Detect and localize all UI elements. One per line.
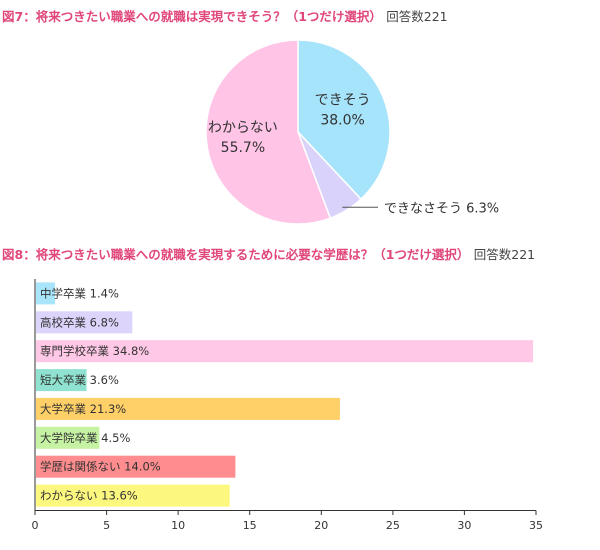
- x-tick-label-2: 10: [171, 519, 185, 532]
- bar-label-2: 専門学校卒業 34.8%: [40, 344, 149, 358]
- bar-label-7: わからない 13.6%: [40, 489, 138, 503]
- bar-1: [36, 311, 133, 334]
- bar-0: [36, 282, 55, 305]
- pie-label-2: わからない: [208, 120, 278, 136]
- figure-7-title: 図7：将来つきたい職業への就職は実現できそう？（1つだけ選択） 回答数221: [2, 6, 448, 25]
- figure-7-question: 将来つきたい職業への就職は実現できそう？（1つだけ選択）: [35, 9, 382, 24]
- bar-label-0: 中学卒業 1.4%: [40, 286, 119, 300]
- bar-label-1: 高校卒業 6.8%: [40, 315, 119, 329]
- pie-outline: [205, 39, 391, 225]
- figure-7-number: 図7：: [2, 9, 36, 24]
- x-tick-label-7: 35: [529, 519, 543, 532]
- bar-label-3: 短大卒業 3.6%: [40, 373, 119, 387]
- x-tick-label-4: 20: [314, 519, 328, 532]
- bar-4: [36, 397, 340, 420]
- bar-6: [36, 455, 236, 478]
- bar-5: [36, 426, 100, 449]
- bar-label-5: 大学院卒業 4.5%: [40, 431, 130, 445]
- pie-chart: できそう 38.0% わからない 55.7% できなさそう 6.3%: [205, 39, 499, 225]
- x-tick-label-3: 15: [243, 519, 257, 532]
- x-tick-label-0: 0: [32, 519, 39, 532]
- pie-label-0: できそう: [315, 92, 371, 108]
- x-tick-label-6: 30: [457, 519, 471, 532]
- pie-label-1: できなさそう 6.3%: [384, 201, 499, 216]
- figure-8-title: 図8：将来つきたい職業への就職を実現するために必要な学歴は？（1つだけ選択） 回…: [2, 244, 535, 263]
- bar-label-6: 学歴は関係ない 14.0%: [40, 460, 161, 474]
- pie-value-0: 38.0%: [320, 112, 364, 128]
- bar-7: [36, 484, 230, 507]
- figure-7-response-count: 回答数221: [386, 9, 448, 24]
- bar-3: [36, 369, 87, 392]
- bar-2: [36, 340, 534, 363]
- x-tick-label-1: 5: [103, 519, 110, 532]
- pie-value-2: 55.7%: [221, 140, 265, 156]
- bar-label-4: 大学卒業 21.3%: [40, 402, 126, 416]
- figure-8-response-count: 回答数221: [473, 247, 536, 262]
- x-tick-label-5: 25: [386, 519, 400, 532]
- bar-chart: 中学卒業 1.4% 高校卒業 6.8% 専門学校卒業 34.8% 短大卒業 3.6% 大…: [32, 279, 543, 532]
- figure-8-number: 図8：: [2, 247, 36, 262]
- figure-8-question: 将来つきたい職業への就職を実現するために必要な学歴は？（1つだけ選択）: [35, 247, 470, 262]
